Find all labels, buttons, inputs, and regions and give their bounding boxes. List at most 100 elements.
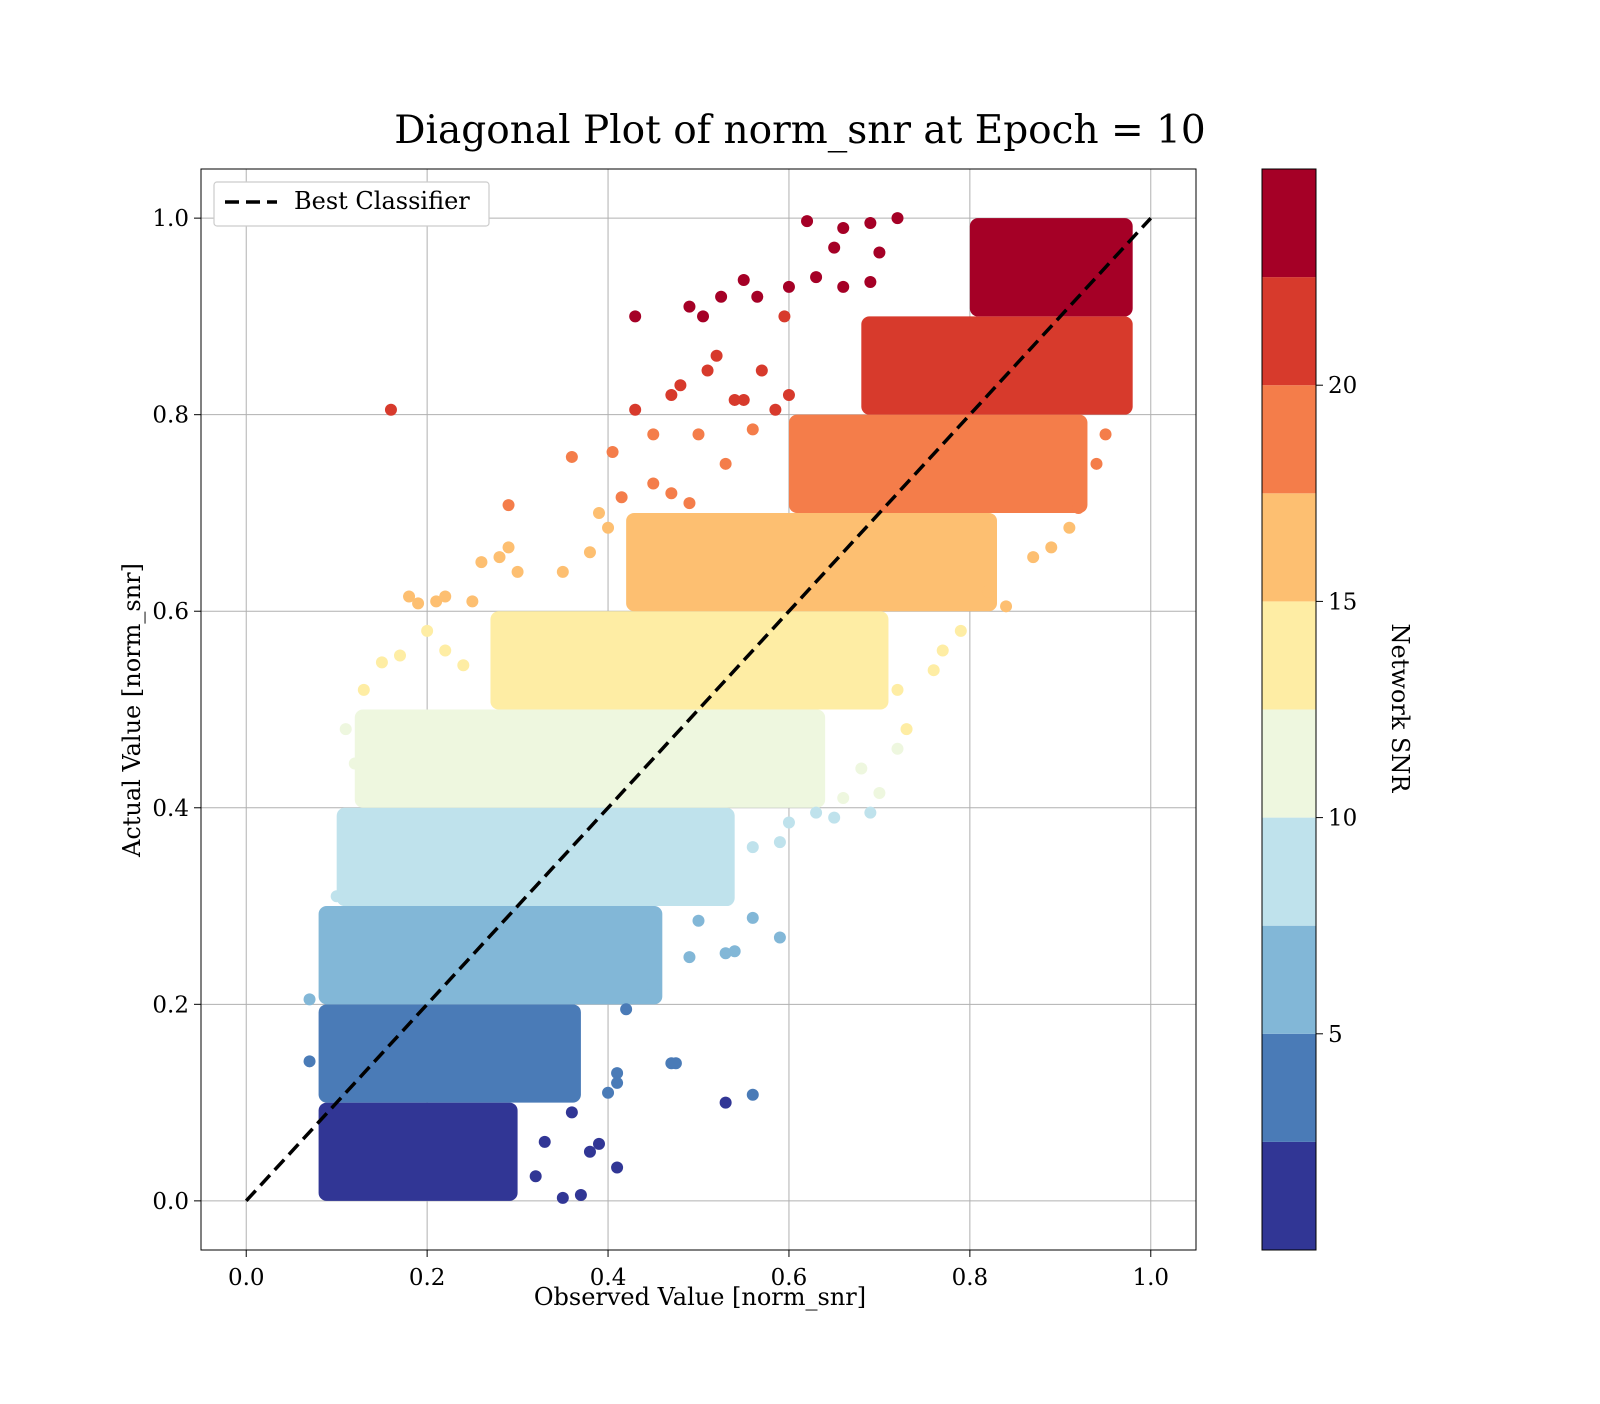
scatter-point <box>891 212 904 225</box>
scatter-point <box>1072 502 1085 515</box>
scatter-point <box>502 499 515 512</box>
scatter-point <box>502 541 515 554</box>
scatter-band <box>490 611 889 710</box>
scatter-point <box>746 423 759 436</box>
scatter-point <box>565 450 578 463</box>
scatter-point <box>864 217 877 230</box>
scatter-point <box>782 280 795 293</box>
scatter-point <box>375 713 388 726</box>
scatter-point <box>674 379 687 392</box>
x-axis-ticks: 0.0 0.2 0.4 0.6 0.8 1.0 <box>228 1250 1169 1291</box>
colorbar-segment <box>1262 709 1316 818</box>
scatter-point <box>339 850 352 863</box>
scatter-point <box>810 271 823 284</box>
scatter-point <box>348 757 361 770</box>
scatter-point <box>583 546 596 559</box>
scatter-point <box>538 1135 551 1148</box>
scatter-point <box>710 349 723 362</box>
colorbar-segment <box>1262 493 1316 602</box>
scatter-band <box>336 807 735 907</box>
scatter-point <box>828 241 841 254</box>
y-tick-label: 0.0 <box>152 1189 189 1215</box>
scatter-point <box>891 742 904 755</box>
scatter-band <box>318 906 663 1005</box>
scatter-point <box>602 521 615 534</box>
scatter-band <box>318 1102 518 1201</box>
colorbar-tick-label: 10 <box>1328 806 1357 832</box>
scatter-point <box>719 1096 732 1109</box>
scatter-point <box>773 836 786 849</box>
y-tick-label: 0.6 <box>152 599 189 625</box>
scatter-band <box>626 512 997 612</box>
y-tick-label: 0.8 <box>152 403 189 429</box>
scatter-point <box>611 1161 624 1174</box>
scatter-band <box>861 316 1133 415</box>
scatter-point <box>638 988 651 1001</box>
scatter-point <box>615 491 628 504</box>
colorbar-segment <box>1262 925 1316 1034</box>
scatter-point <box>900 723 913 736</box>
scatter-point <box>394 649 406 662</box>
scatter-point <box>683 497 696 510</box>
scatter-point <box>556 1191 569 1204</box>
scatter-band <box>354 709 826 808</box>
scatter-point <box>737 393 750 406</box>
scatter-point <box>629 403 642 416</box>
scatter-point <box>715 290 728 303</box>
x-axis-label: Observed Value [norm_snr] <box>534 1283 866 1311</box>
scatter-point <box>692 428 705 441</box>
scatter-point <box>683 300 696 313</box>
colorbar-segment <box>1262 1141 1316 1250</box>
scatter-point <box>466 595 479 608</box>
scatter-band <box>318 1004 581 1103</box>
legend-label: Best Classifier <box>294 187 470 215</box>
scatter-point <box>529 1170 542 1183</box>
scatter-point <box>629 310 642 323</box>
scatter-point <box>665 487 678 500</box>
scatter-point <box>719 457 732 470</box>
scatter-point <box>837 280 850 293</box>
scatter-point <box>430 595 443 608</box>
colorbar-tick-label: 5 <box>1328 1022 1343 1048</box>
scatter-point <box>647 978 660 991</box>
scatter-point <box>511 565 524 578</box>
scatter-point <box>873 246 886 259</box>
scatter-point <box>737 274 750 287</box>
x-tick-label: 0.4 <box>590 1265 627 1291</box>
colorbar-segment <box>1262 817 1316 926</box>
scatter-point <box>927 664 940 677</box>
scatter-point <box>602 1086 615 1099</box>
colorbar-segment <box>1262 1033 1316 1142</box>
scatter-point <box>837 791 850 804</box>
scatter-point <box>339 723 352 736</box>
scatter-point <box>421 624 434 637</box>
colorbar-segment <box>1262 277 1316 386</box>
scatter-point <box>746 911 759 924</box>
scatter-point <box>801 215 814 228</box>
scatter-point <box>751 290 764 303</box>
scatter-point <box>701 364 714 377</box>
scatter-point <box>303 1055 316 1068</box>
scatter-point <box>574 1188 587 1201</box>
scatter-band <box>788 414 1088 513</box>
scatter-point <box>782 389 795 402</box>
scatter-points <box>303 212 1112 1204</box>
scatter-point <box>593 506 605 519</box>
scatter-point <box>746 1088 759 1101</box>
scatter-point <box>439 590 452 603</box>
scatter-point <box>375 656 388 669</box>
scatter-point <box>565 1106 578 1119</box>
scatter-point <box>593 1137 605 1150</box>
scatter-point <box>403 590 416 603</box>
scatter-point <box>864 806 877 819</box>
scatter-point <box>873 787 886 800</box>
scatter-point <box>981 585 994 598</box>
scatter-point <box>647 477 660 490</box>
scatter-point <box>357 683 370 696</box>
scatter-bands <box>318 218 1133 1201</box>
scatter-point <box>1045 541 1058 554</box>
y-tick-label: 0.2 <box>152 992 189 1018</box>
scatter-point <box>457 659 470 672</box>
scatter-point <box>665 389 678 402</box>
